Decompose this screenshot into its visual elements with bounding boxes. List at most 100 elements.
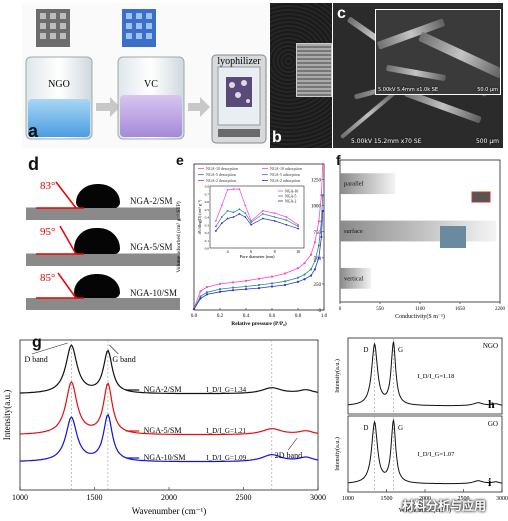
- data-point-NGA-10: [231, 281, 235, 284]
- raman-curve-NGA-2/SM: [20, 344, 319, 395]
- arrow-g: [109, 344, 119, 355]
- data-point-NGA-5: [205, 291, 209, 294]
- inset-point-NGA-5: [297, 225, 300, 228]
- y-tick-label: 1250: [311, 179, 322, 184]
- contact-sample: NGA-2/SM: [130, 196, 173, 206]
- inset-point-NGA-5: [220, 216, 223, 218]
- contact-row-3: 85° NGA-10/SM: [26, 270, 180, 310]
- inset-point-NGA-10: [244, 204, 247, 207]
- inset-x-axis-label: Pore diameter (nm): [240, 254, 275, 259]
- angle-arrow-icon: [36, 225, 84, 255]
- data-point-NGA-2: [320, 235, 323, 239]
- data-point-NGA-5: [218, 288, 222, 291]
- bar-label: vertical: [344, 275, 364, 282]
- inset-point-NGA-10: [285, 216, 288, 218]
- panel-g: 1000 1500 2000 2500 3000 Wavenumber (cm⁻¹) Int…: [0, 332, 332, 520]
- legend-entry: NGA-5 desorption: [206, 172, 236, 177]
- gray-scaffold-icon: [36, 9, 70, 47]
- annotation-d-band: D band: [24, 355, 47, 364]
- data-point-NGA-2: [218, 290, 222, 293]
- bar-surface: [340, 220, 497, 242]
- x-tick-label: 0.4: [243, 314, 250, 319]
- x-tick-label: 1100: [415, 307, 425, 312]
- panel-f: parallel surface vertical 0 550 1100 1650 2200 C…: [332, 152, 507, 330]
- data-point-NGA-2: [199, 297, 202, 300]
- data-point-NGA-2: [313, 268, 316, 271]
- contact-angle: 83°: [40, 180, 56, 192]
- beaker-ngo-icon: [25, 56, 93, 140]
- x-tick-label: 0.0: [191, 314, 198, 319]
- data-point-NGA-10: [296, 267, 300, 270]
- data-point-NGA-5: [231, 286, 235, 289]
- beaker-ngo-label: NGO: [48, 79, 70, 90]
- panel-label-a: a: [28, 121, 39, 141]
- data-point-NGA-2: [309, 274, 313, 277]
- lyophilizer-icon: [211, 54, 267, 144]
- inset-x-tick-label: 10: [296, 249, 300, 254]
- inset-point-NGA-2: [220, 222, 223, 225]
- sample-box-icon: [471, 191, 491, 203]
- inset-point-NGA-10: [238, 188, 241, 190]
- sem-inset-scale: 50.0 μm: [477, 87, 498, 93]
- inset-y-tick-label: 0.8: [205, 185, 210, 189]
- inset-point-NGA-5: [273, 216, 276, 218]
- arrow-right-icon-2: [188, 97, 210, 117]
- series-label: NGA-2/SM: [144, 385, 182, 394]
- panel-label-c: c: [337, 5, 346, 22]
- bar-label: parallel: [344, 181, 364, 188]
- angle-arrow-icon: [36, 272, 84, 299]
- inset-point-NGA-5: [250, 221, 253, 224]
- inset-point-NGA-2: [285, 223, 288, 226]
- inset-point-NGA-2: [250, 223, 253, 226]
- series-line-NGA-10: [193, 163, 324, 309]
- inset-x-tick-label: 6: [250, 249, 252, 254]
- ratio-label: I_D/I_G=1.09: [206, 454, 246, 462]
- lyophilizer-label: lyophilizer: [217, 56, 261, 67]
- data-point-NGA-2: [296, 280, 300, 283]
- x-tick-label: 1500: [381, 496, 393, 502]
- contact-sample: NGA-5/SM: [130, 242, 173, 252]
- x-tick-label: 3000: [496, 496, 508, 502]
- inset-point-NGA-10: [273, 212, 276, 215]
- panel-c: 5.00kV 5.4mm x1.0k SE 50.0 μm 5.00kV 15.…: [333, 3, 503, 148]
- inset-y-tick-label: 0.5: [205, 208, 210, 212]
- sem-inset-info: 5.00kV 5.4mm x1.0k SE: [378, 87, 439, 93]
- x-tick-label: 1500: [87, 493, 103, 502]
- data-point-NGA-5: [317, 244, 320, 247]
- data-point-NGA-5: [296, 276, 300, 279]
- inset-point-NGA-2: [244, 216, 247, 218]
- annotation-2d-band: 2D band: [275, 451, 302, 460]
- y-tick-label: 750: [314, 231, 322, 236]
- x-axis-label: Relative pressure (P/P₀): [231, 320, 287, 327]
- contact-angle: 95°: [40, 226, 56, 238]
- x-tick-label: 2500: [236, 493, 252, 502]
- data-point-NGA-2: [192, 308, 196, 311]
- y-axis-label: Intensity(a.u.): [334, 437, 341, 471]
- aerogel-sample: [296, 43, 332, 97]
- inset-y-tick-label: 0.2: [205, 231, 210, 235]
- data-point-NGA-5: [199, 295, 202, 298]
- data-point-NGA-10: [317, 220, 320, 223]
- contact-row-1: 83° NGA-2/SM: [26, 178, 180, 220]
- contact-angle: 85°: [40, 272, 56, 284]
- x-tick-label: 0.6: [269, 314, 276, 319]
- x-axis-label: Wavenumber(cm⁻¹): [399, 507, 451, 514]
- ratio-label: I_D/I_G=1.21: [206, 427, 246, 435]
- bar-parallel: [340, 173, 396, 195]
- inset-point-NGA-10: [226, 188, 229, 191]
- raman-curve-GO: [347, 418, 503, 485]
- data-point-NGA-5: [309, 268, 313, 271]
- x-tick-label: 0.2: [217, 314, 224, 319]
- y-axis-label: Intensity(a.u.): [2, 390, 12, 440]
- data-point-NGA-10: [303, 261, 306, 265]
- annotation-g: G: [398, 424, 403, 432]
- panel-d: d 83° NGA-2/SM 95° NGA-5/SM 85° NGA-10/S…: [22, 152, 182, 312]
- x-tick-label: 1000: [342, 496, 354, 502]
- x-axis-label: Conductivity(S m⁻¹): [395, 313, 445, 320]
- plot-frame: [19, 339, 319, 491]
- y-tick-label: 250: [314, 283, 322, 288]
- data-point-NGA-10: [321, 162, 324, 166]
- series-label: NGA-5/SM: [144, 426, 182, 435]
- legend-entry: NGA-10 desorption: [206, 166, 238, 171]
- x-tick-label: 0.8: [295, 314, 302, 319]
